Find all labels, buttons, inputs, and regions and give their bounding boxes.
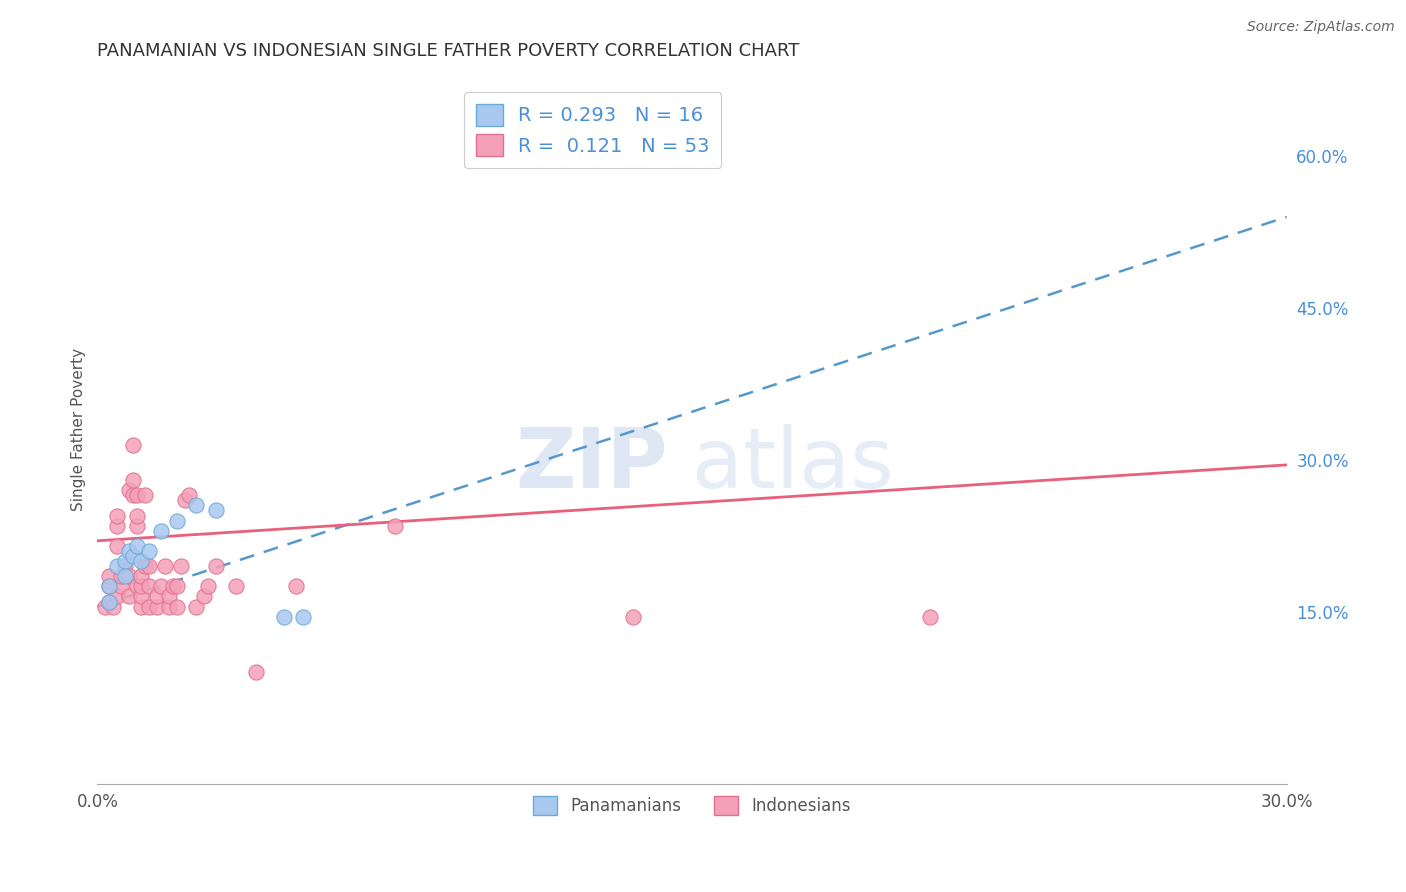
Point — [138, 559, 160, 574]
Point — [118, 483, 141, 498]
Point — [94, 599, 117, 614]
Point — [149, 524, 172, 538]
Point — [98, 594, 121, 608]
Point — [118, 569, 141, 583]
Point — [162, 579, 184, 593]
Point — [105, 518, 128, 533]
Text: ZIP: ZIP — [516, 425, 668, 506]
Point — [621, 609, 644, 624]
Point — [284, 579, 307, 593]
Legend: Panamanians, Indonesians: Panamanians, Indonesians — [523, 786, 860, 825]
Point — [384, 518, 406, 533]
Point — [186, 599, 208, 614]
Point — [918, 609, 941, 624]
Point — [105, 539, 128, 553]
Point — [105, 590, 128, 604]
Point — [173, 493, 195, 508]
Point — [122, 437, 145, 451]
Point — [138, 599, 160, 614]
Point — [98, 579, 121, 593]
Point — [129, 579, 152, 593]
Point — [134, 488, 156, 502]
Point — [146, 590, 169, 604]
Point — [98, 594, 121, 608]
Y-axis label: Single Father Poverty: Single Father Poverty — [72, 348, 86, 511]
Point — [134, 559, 156, 574]
Point — [114, 569, 136, 583]
Point — [149, 579, 172, 593]
Point — [129, 569, 152, 583]
Point — [122, 473, 145, 487]
Point — [169, 559, 191, 574]
Point — [193, 590, 215, 604]
Text: Source: ZipAtlas.com: Source: ZipAtlas.com — [1247, 20, 1395, 34]
Point — [118, 590, 141, 604]
Point — [292, 609, 315, 624]
Point — [157, 599, 180, 614]
Point — [125, 518, 148, 533]
Point — [225, 579, 247, 593]
Point — [118, 544, 141, 558]
Point — [129, 590, 152, 604]
Text: PANAMANIAN VS INDONESIAN SINGLE FATHER POVERTY CORRELATION CHART: PANAMANIAN VS INDONESIAN SINGLE FATHER P… — [97, 42, 800, 60]
Point — [138, 544, 160, 558]
Point — [153, 559, 176, 574]
Point — [129, 599, 152, 614]
Point — [105, 559, 128, 574]
Point — [105, 508, 128, 523]
Point — [114, 554, 136, 568]
Point — [114, 559, 136, 574]
Point — [110, 579, 132, 593]
Point — [146, 599, 169, 614]
Point — [186, 499, 208, 513]
Point — [98, 569, 121, 583]
Point — [197, 579, 219, 593]
Point — [273, 609, 295, 624]
Point — [122, 488, 145, 502]
Point — [129, 554, 152, 568]
Point — [125, 579, 148, 593]
Point — [122, 549, 145, 563]
Point — [138, 579, 160, 593]
Point — [98, 579, 121, 593]
Point — [166, 579, 188, 593]
Point — [157, 590, 180, 604]
Point — [110, 569, 132, 583]
Point — [103, 599, 125, 614]
Point — [125, 488, 148, 502]
Point — [125, 508, 148, 523]
Point — [166, 599, 188, 614]
Point — [245, 665, 267, 680]
Point — [177, 488, 200, 502]
Point — [125, 539, 148, 553]
Point — [205, 559, 228, 574]
Text: atlas: atlas — [692, 425, 894, 506]
Point — [205, 503, 228, 517]
Point — [166, 514, 188, 528]
